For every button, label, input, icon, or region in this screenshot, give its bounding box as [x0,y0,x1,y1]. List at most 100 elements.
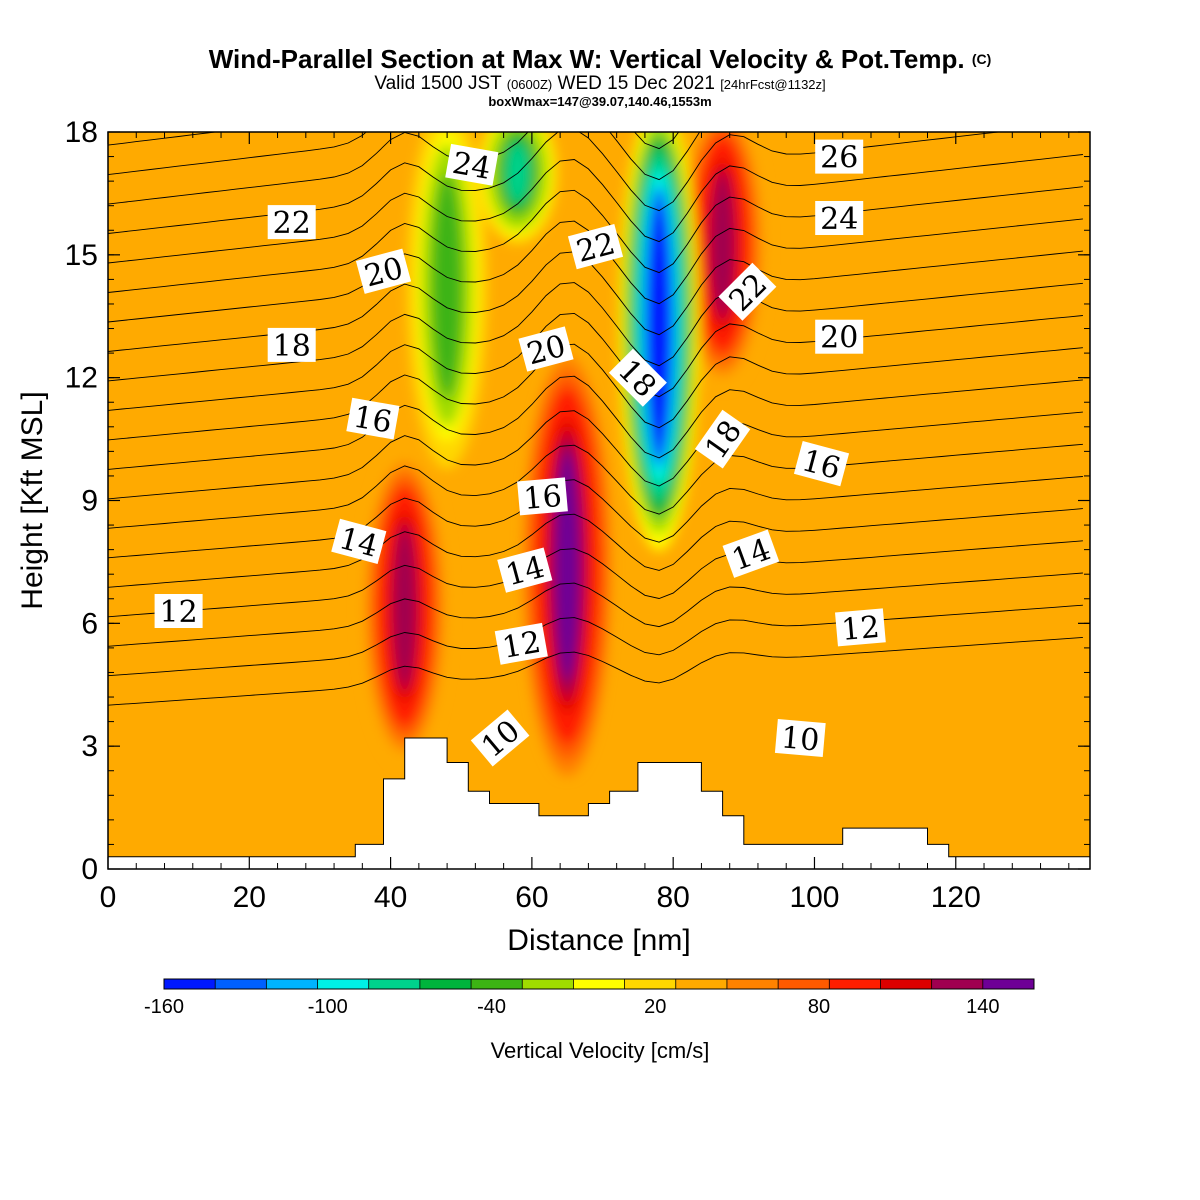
colorbar-swatch [266,979,319,989]
y-axis-label: Height [Kft MSL] [16,391,49,609]
theta-contour-line [108,282,1083,382]
theta-contour-line [108,410,1083,500]
y-tick-label: 3 [81,730,98,763]
velocity-core-3-level-6 [648,202,670,451]
contour-label-bg [567,223,624,270]
contour-label-text: 24 [450,146,494,187]
colorbar-swatch [419,979,472,989]
valid-utc: (0600Z) [506,77,553,92]
contour-label-bg [815,319,864,354]
theta-contour-line [108,636,1083,706]
contour-label-bg [267,327,316,362]
colorbar-tick-label: 80 [808,996,830,1018]
contour-label-text: 12 [500,625,544,666]
colorbar-tick-label: -160 [144,996,184,1018]
x-tick-label: 100 [789,881,839,914]
contour-label: 22 [267,205,316,241]
theta-contour-line [108,0,1083,57]
colorbar-swatch [982,979,1035,989]
contour-label-bg [154,594,203,628]
valid-date: WED 15 Dec 2021 [557,73,715,94]
contour-label-bg [722,529,780,578]
colorbar-tick-label: 140 [966,996,999,1018]
chart-title: Wind-Parallel Section at Max W: Vertical… [0,44,1200,74]
colorbar-swatch [880,979,933,989]
theta-contour-line [108,540,1083,618]
x-axis-label: Distance [nm] [507,924,690,957]
contour-label: 24 [445,143,499,187]
contour-label: 20 [518,326,574,372]
title-block: Wind-Parallel Section at Max W: Vertical… [0,44,1200,109]
contour-label-bg [494,622,548,665]
theta-contour-line [108,132,680,176]
contour-label: 12 [835,608,886,648]
colorbar-swatch [931,979,984,989]
contour-label-bg [331,518,387,565]
theta-contour-line [108,343,1083,441]
theta-contour-line [108,132,219,146]
contour-label-bg [346,397,400,440]
contour-label-bg [608,348,667,407]
x-tick-label: 0 [100,881,117,914]
contour-label-text: 24 [820,202,858,237]
contour-label: 18 [267,327,316,364]
theta-contour-line [108,0,1083,27]
y-tick-label: 6 [81,607,98,640]
x-tick-label: 80 [656,881,689,914]
colorbar-swatch [778,979,830,989]
velocity-core-0-level-6 [393,524,417,690]
colorbar-tick-label: -100 [308,996,348,1018]
theta-contour-line [108,186,1083,293]
x-tick-label: 20 [233,881,266,914]
contour-label-text: 22 [273,206,311,241]
contour-label: 20 [815,319,864,356]
contour-label-text: 16 [351,400,395,441]
contour-label-text: 16 [522,479,563,517]
colorbar: -160 -100 -40 20 80 140 Vertical Velocity [cm/… [144,978,1035,1063]
y-tick-label: 0 [81,853,98,886]
contour-label: 14 [331,518,387,565]
contour-label-bg [815,201,864,235]
y-tick-label: 9 [81,485,98,518]
contour-label-text: 12 [160,595,198,630]
box-info: boxWmax=147@39.07,140.46,1553m [488,94,712,109]
y-tick-label: 15 [65,239,98,272]
theta-contour-line [108,572,1083,647]
fill-field [360,132,767,777]
colorbar-swatch [573,979,626,989]
colorbar-swatch [829,979,881,989]
contour-label-bg [774,718,826,758]
contour-label-text: 18 [273,329,311,364]
theta-contour-line [108,312,1083,411]
contour-label-bg [518,326,574,372]
contour-label-bg [517,477,568,516]
contour-label: 12 [494,622,548,666]
chart-title-text: Wind-Parallel Section at Max W: Vertical… [208,44,965,74]
y-tick-label: 12 [65,362,98,395]
forecast-info: [24hrFcst@1132z] [720,77,826,92]
contour-label: 10 [774,718,826,759]
colorbar-label: Vertical Velocity [cm/s] [491,1038,710,1063]
contour-label: 16 [517,477,568,517]
colorbar-frame [163,978,1035,990]
theta-contour-line [108,132,701,205]
valid-time: Valid 1500 JST (0600Z) WED 15 Dec 2021 [… [0,74,1200,95]
theta-contour-line [108,443,1083,529]
contour-label-bg [470,709,530,767]
colorbar-swatch [624,979,677,989]
contour-label-bg [815,139,864,174]
vertical-velocity-fill [108,132,1090,869]
contour-label-bg [445,143,499,186]
contour-label-bg [355,248,412,294]
contour-label-text: 26 [820,141,858,176]
theta-contour-line [108,604,1083,677]
theta-contour-line [108,0,1083,86]
theta-contour-line [108,375,1083,470]
velocity-core-2-level-6 [711,171,735,319]
theta-contour-line [108,508,1083,588]
colorbar-swatch [317,979,370,989]
contour-label-text: 20 [820,321,858,356]
